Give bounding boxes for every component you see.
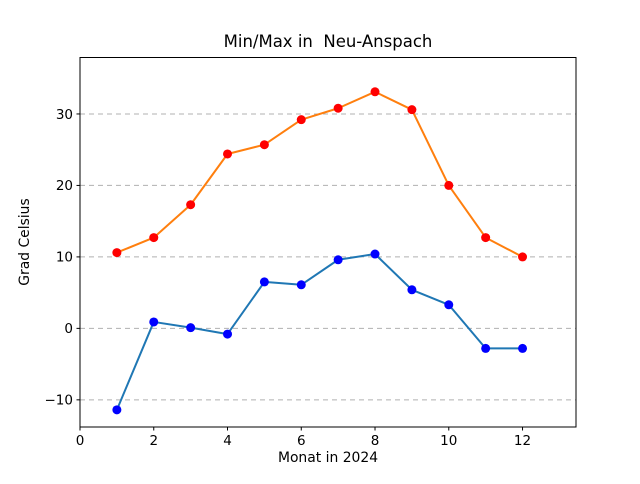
min-temperature-marker (186, 323, 196, 333)
min-temperature-marker (259, 277, 269, 287)
x-tick-label: 6 (297, 433, 306, 449)
max-temperature-line (115, 90, 524, 258)
y-axis-label: Grad Celsius (17, 198, 33, 285)
max-temperature-marker (333, 103, 343, 113)
y-tick-label: 10 (56, 250, 73, 266)
chart-title: Min/Max in Neu-Anspach (224, 32, 433, 51)
max-temperature-marker (149, 233, 159, 243)
min-temperature-marker (518, 343, 528, 353)
min-temperature-marker (444, 300, 454, 310)
axis-ticks: −10 0 10 20 30 0 2 4 6 8 10 12 (45, 107, 532, 449)
max-temperature-marker (370, 87, 380, 97)
x-tick-label: 10 (440, 433, 457, 449)
min-temperature-marker (333, 255, 343, 265)
max-temperature-marker (518, 252, 528, 262)
x-tick-label: 2 (149, 433, 158, 449)
min-temperature-marker (370, 249, 380, 259)
x-tick-label: 12 (514, 433, 531, 449)
gridlines (80, 113, 576, 401)
min-temperature-marker (296, 280, 306, 290)
x-tick-label: 0 (76, 433, 85, 449)
y-tick-label: 0 (64, 321, 73, 337)
max-temperature-marker (186, 200, 196, 210)
plot-frame (79, 57, 577, 428)
max-temperature-marker (481, 233, 491, 243)
max-temperature-marker (444, 180, 454, 190)
x-axis-label: Monat in 2024 (278, 450, 378, 466)
max-temperature-marker (296, 115, 306, 125)
max-temperature-marker (259, 140, 269, 150)
x-tick-label: 4 (223, 433, 232, 449)
y-tick-label: 20 (56, 178, 73, 194)
max-temperature-marker (112, 248, 122, 258)
y-tick-label: 30 (56, 107, 73, 123)
min-temperature-marker (223, 329, 233, 339)
y-tick-label: −10 (45, 393, 74, 409)
min-temperature-marker (407, 285, 417, 295)
min-temperature-line (115, 253, 524, 411)
min-temperature-marker (481, 343, 491, 353)
data-series (112, 87, 528, 415)
min-temperature-marker (149, 317, 159, 327)
max-temperature-marker (223, 149, 233, 159)
min-temperature-marker (112, 405, 122, 415)
max-temperature-marker (407, 105, 417, 115)
x-tick-label: 8 (371, 433, 380, 449)
